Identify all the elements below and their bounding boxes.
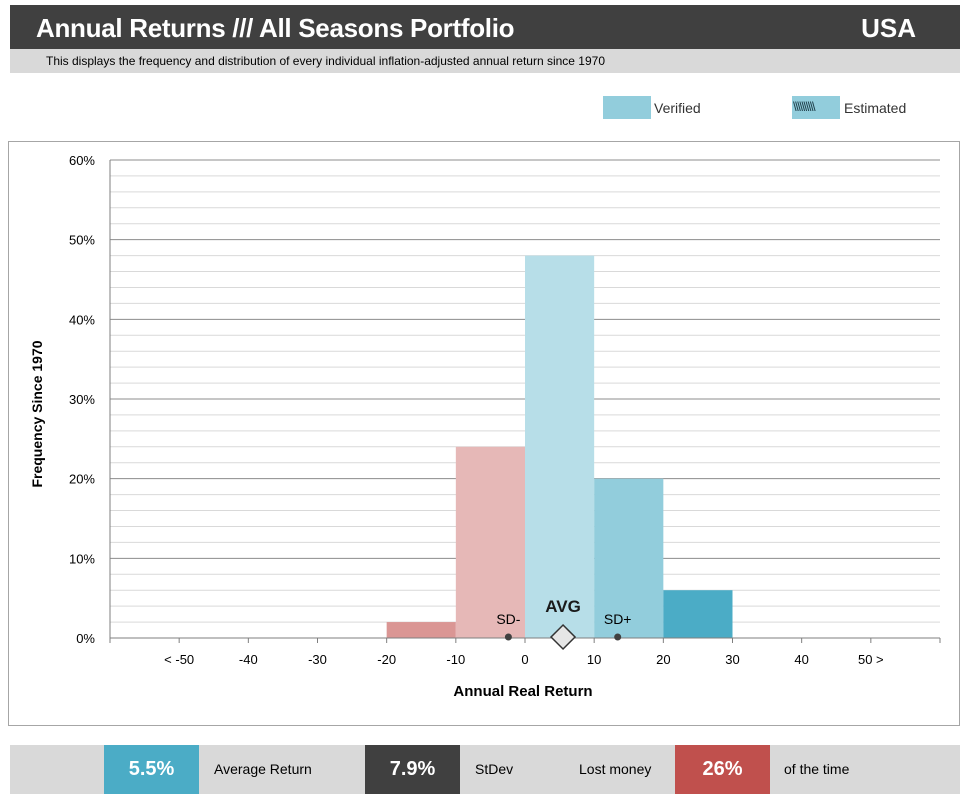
y-tick-label: 10% — [69, 551, 95, 566]
average-return-label: Average Return — [214, 761, 312, 777]
page-title: Annual Returns /// All Seasons Portfolio — [36, 13, 515, 43]
bar-layer — [386, 255, 733, 638]
axis-layer: 0% 10% 20% 30% 40% 50% 60% < -50 -40 -30 -20 -10 0 10… — [69, 153, 941, 667]
lost-money-value: 26% — [675, 745, 770, 794]
country-label: USA — [861, 13, 916, 43]
average-return-value: 5.5% — [104, 745, 199, 794]
x-tick-label: -20 — [377, 652, 396, 667]
x-tick-label: < -50 — [164, 652, 194, 667]
marker-layer: SD- SD+ AVG — [496, 597, 632, 651]
subtitle: This displays the frequency and distribu… — [46, 54, 606, 68]
histogram-bar — [525, 255, 595, 638]
y-tick-label: 20% — [69, 472, 95, 487]
sd-plus-label: SD+ — [604, 611, 632, 627]
y-tick-label: 50% — [69, 233, 95, 248]
y-tick-label: 40% — [69, 312, 95, 327]
legend-estimated-hatch: \\\\\\\\\\ — [793, 99, 816, 114]
histogram-bar — [663, 590, 733, 638]
chart-frame: 0% 10% 20% 30% 40% 50% 60% < -50 -40 -30 -20 -10 0 10… — [8, 141, 960, 726]
x-tick-label: 20 — [656, 652, 670, 667]
histogram-bar — [386, 622, 456, 638]
y-tick-label: 60% — [69, 153, 95, 168]
sd-plus-marker — [614, 633, 622, 641]
x-tick-label: 40 — [794, 652, 808, 667]
histogram-bar — [455, 446, 525, 638]
x-axis-title: Annual Real Return — [453, 683, 592, 700]
y-axis-title: Frequency Since 1970 — [29, 340, 45, 487]
x-tick-label: 50 > — [858, 652, 884, 667]
sd-minus-marker — [504, 633, 512, 641]
x-tick-label: -10 — [446, 652, 465, 667]
avg-label: AVG — [545, 597, 581, 616]
x-tick-label: -40 — [239, 652, 258, 667]
legend-verified-label: Verified — [654, 100, 701, 116]
x-tick-label: 30 — [725, 652, 739, 667]
legend-verified-swatch — [603, 96, 651, 119]
stdev-label: StDev — [475, 761, 514, 777]
lost-money-label: Lost money — [579, 761, 652, 777]
x-tick-label: 0 — [521, 652, 528, 667]
x-tick-label: -30 — [308, 652, 327, 667]
histogram-chart: 0% 10% 20% 30% 40% 50% 60% < -50 -40 -30 -20 -10 0 10… — [29, 153, 941, 700]
sd-minus-label: SD- — [496, 611, 520, 627]
y-tick-label: 0% — [76, 631, 95, 646]
histogram-bar — [594, 478, 664, 638]
title-bar: Annual Returns /// All Seasons Portfolio… — [10, 5, 960, 49]
legend-estimated-swatch: \\\\\\\\\\ — [792, 96, 840, 119]
x-tick-label: 10 — [587, 652, 601, 667]
of-time-label: of the time — [784, 761, 850, 777]
avg-marker — [549, 623, 577, 651]
legend-estimated-label: Estimated — [844, 100, 907, 116]
stdev-value: 7.9% — [365, 745, 460, 794]
y-tick-label: 30% — [69, 392, 95, 407]
subtitle-bar: This displays the frequency and distribu… — [10, 49, 960, 73]
stats-footer: 5.5% Average Return 7.9% StDev Lost mone… — [10, 745, 960, 794]
